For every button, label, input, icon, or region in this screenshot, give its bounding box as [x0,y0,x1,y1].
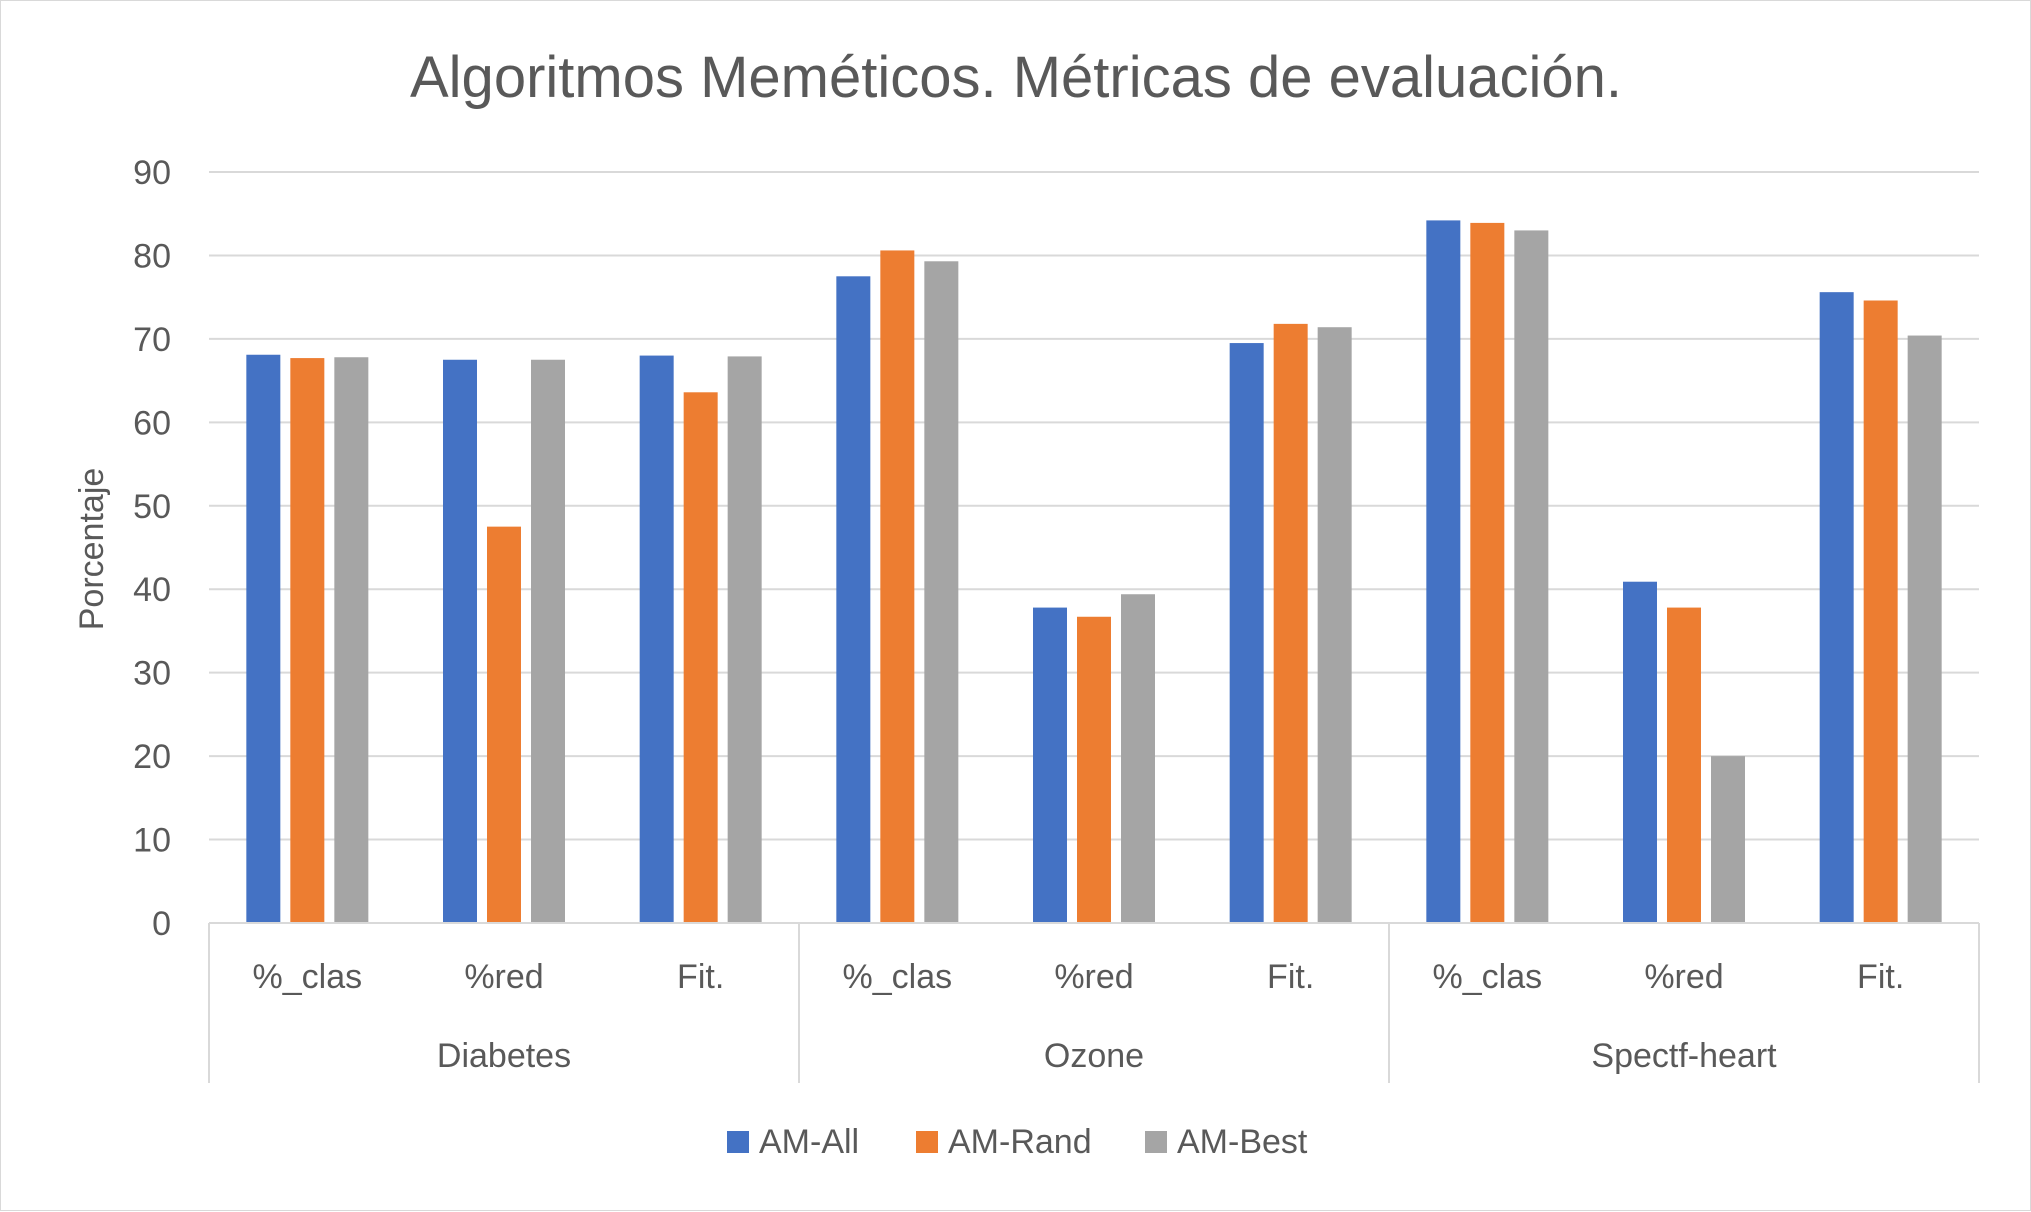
legend-swatch [916,1131,938,1153]
y-tick-label: 30 [133,655,171,693]
bar-am-best-4 [924,261,959,924]
y-tick-label: 50 [133,488,171,526]
x-category-label: Fit. [1857,958,1904,996]
bar-am-best-2 [531,359,565,923]
x-group-label: Diabetes [437,1037,571,1075]
bar-am-all-6 [1229,343,1264,923]
bar-am-rand-5 [1077,616,1111,923]
bar-am-rand-4 [880,250,915,924]
bar-am-best-7 [1514,230,1549,923]
legend-item-am-all: AM-All [727,1123,859,1161]
x-category-label: %red [1644,958,1723,996]
y-tick-label: 10 [133,822,171,860]
y-tick-label: 0 [152,905,171,943]
x-category-label: %_clas [843,958,953,996]
bar-am-all-3 [639,355,674,924]
bar-am-rand-8 [1667,607,1701,923]
y-tick-label: 90 [133,154,171,192]
x-axis: %_clas %red Fit. %_clas %red Fit. %_clas %red Fi… [208,922,1980,1083]
bar-am-all-4 [836,276,871,923]
x-group-label: Ozone [1044,1037,1144,1075]
bar-am-all-7 [1426,220,1461,924]
x-category-label: Fit. [677,958,724,996]
legend-swatch [1145,1131,1167,1153]
x-category-label: %red [1054,958,1133,996]
y-tick-label: 20 [133,738,171,776]
x-category-label: %_clas [253,958,363,996]
bar-am-rand-9 [1863,300,1898,923]
bar-am-rand-2 [487,526,521,923]
bar-am-rand-1 [290,358,325,923]
legend-item-am-rand: AM-Rand [916,1123,1092,1161]
x-category-label: Fit. [1267,958,1314,996]
y-tick-label: 40 [133,571,171,609]
bar-am-best-6 [1317,327,1352,923]
bars [246,220,1942,924]
bar-am-all-8 [1623,581,1657,923]
legend-label: AM-All [759,1123,859,1161]
legend: AM-All AM-Rand AM-Best [727,1123,1308,1161]
bar-am-best-3 [727,356,762,923]
legend-label: AM-Best [1177,1123,1308,1161]
bar-am-all-9 [1819,292,1854,923]
x-category-label: %_clas [1433,958,1543,996]
bar-am-all-5 [1033,607,1067,923]
chart-title: Algoritmos Meméticos. Métricas de evalua… [410,45,1622,110]
bar-am-best-1 [334,357,369,923]
y-tick-label: 80 [133,237,171,275]
x-category-label: %red [464,958,543,996]
y-axis-title: Porcentaje [73,468,111,631]
x-group-label: Spectf-heart [1591,1037,1777,1075]
legend-swatch [727,1131,749,1153]
bar-am-rand-3 [683,392,718,923]
legend-label: AM-Rand [948,1123,1092,1161]
bar-am-rand-6 [1273,323,1308,923]
bar-am-best-5 [1121,594,1155,923]
legend-item-am-best: AM-Best [1145,1123,1308,1161]
bar-am-all-2 [443,359,477,923]
y-tick-label: 70 [133,321,171,359]
bar-am-best-8 [1711,756,1745,923]
bar-am-rand-7 [1470,222,1505,923]
y-axis-ticks: 0 10 20 30 40 50 60 70 80 90 [133,154,171,943]
bar-am-all-1 [246,354,281,923]
y-tick-label: 60 [133,404,171,442]
bar-am-best-9 [1907,335,1942,923]
